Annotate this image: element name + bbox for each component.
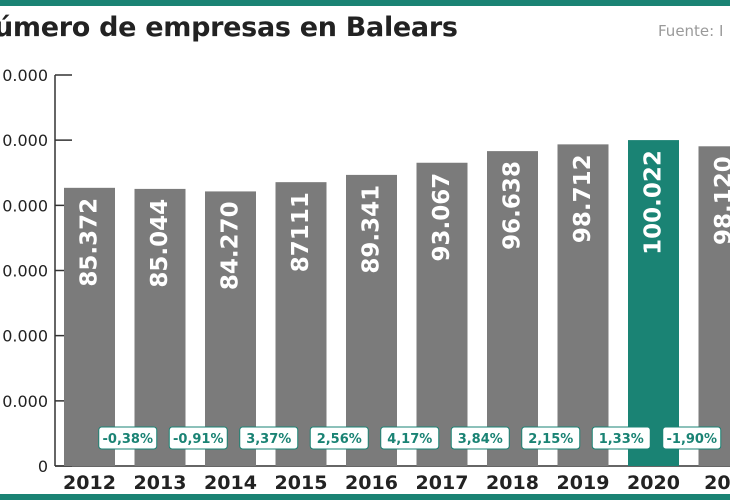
x-tick-label: 202 <box>704 472 730 494</box>
change-badge <box>521 426 581 450</box>
y-tick-label: 0.000 <box>2 131 48 150</box>
x-tick-label: 2013 <box>134 472 187 494</box>
bar-value-label: 84.270 <box>218 201 244 290</box>
y-tick-label: 0.000 <box>2 66 48 85</box>
x-tick-label: 2016 <box>345 472 398 494</box>
bar-value-label: 85.044 <box>147 199 173 288</box>
bar-value-label: 87111 <box>288 192 314 272</box>
x-tick-label: 2015 <box>275 472 328 494</box>
change-badge-label: -0,38% <box>103 432 154 447</box>
bar-2014 <box>205 191 256 466</box>
change-badge-label: -1,90% <box>667 432 718 447</box>
change-badge <box>450 426 510 450</box>
change-badge <box>380 426 440 450</box>
bar-2012 <box>64 187 115 466</box>
x-tick-label: 2020 <box>627 472 680 494</box>
bar-2016 <box>346 174 397 466</box>
change-badge <box>239 426 299 450</box>
change-badge-label: 2,56% <box>317 432 362 447</box>
change-badge-label: -0,91% <box>173 432 224 447</box>
bar-202 <box>698 146 730 466</box>
x-tick-label: 2018 <box>486 472 539 494</box>
y-tick-label: 0 <box>38 457 48 476</box>
bar-2019 <box>557 144 609 466</box>
x-tick-label: 2012 <box>63 472 116 494</box>
change-badge-label: 4,17% <box>387 432 432 447</box>
y-tick-label: 0.000 <box>2 196 48 215</box>
change-badge-label: 3,84% <box>458 432 503 447</box>
chart-title: úmero de empresas en Balears <box>0 12 458 43</box>
bar-value-label: 93.067 <box>429 173 455 262</box>
change-badge-label: 1,33% <box>599 432 644 447</box>
y-tick-label: 0.000 <box>2 327 48 346</box>
bar-2013 <box>134 188 186 466</box>
x-tick-label: 2019 <box>557 472 610 494</box>
change-badge-label: 2,15% <box>528 432 573 447</box>
source-note: Fuente: I <box>658 22 724 40</box>
change-badge <box>309 426 369 450</box>
bar-value-label: 89.341 <box>359 185 385 274</box>
bar-value-label: 85.372 <box>77 198 103 287</box>
bar-2018 <box>487 151 538 466</box>
change-badge <box>591 426 651 450</box>
change-badge-label: 3,37% <box>246 432 291 447</box>
bar-value-label: 98.120 <box>711 156 730 245</box>
bar-2020 <box>628 140 679 467</box>
bar-2017 <box>416 162 468 466</box>
bar-value-label: 96.638 <box>500 161 526 250</box>
bar-value-label: 98.712 <box>570 154 596 243</box>
change-badge <box>98 426 158 450</box>
top-rule <box>0 0 730 6</box>
y-tick-label: 0.000 <box>2 392 48 411</box>
bottom-rule <box>0 494 730 500</box>
change-badge <box>662 426 722 450</box>
bar-2015 <box>275 182 327 466</box>
x-tick-label: 2017 <box>416 472 469 494</box>
y-tick-label: 0.000 <box>2 262 48 281</box>
change-badge <box>168 426 228 450</box>
bar-value-label: 100.022 <box>641 150 667 255</box>
x-tick-label: 2014 <box>204 472 257 494</box>
